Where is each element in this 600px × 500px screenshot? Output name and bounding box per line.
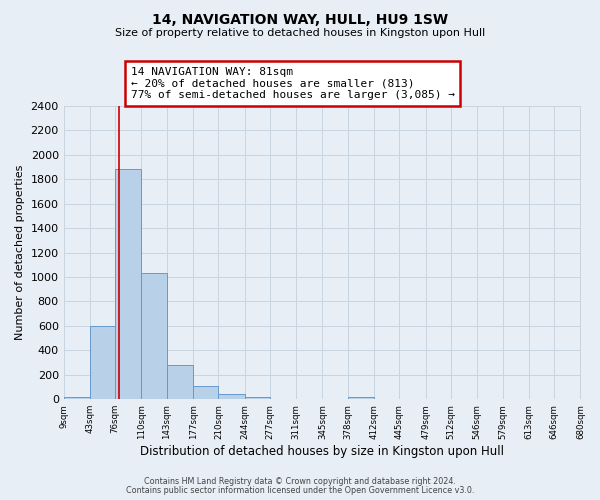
Text: Contains public sector information licensed under the Open Government Licence v3: Contains public sector information licen… [126, 486, 474, 495]
Text: Contains HM Land Registry data © Crown copyright and database right 2024.: Contains HM Land Registry data © Crown c… [144, 478, 456, 486]
Text: 14, NAVIGATION WAY, HULL, HU9 1SW: 14, NAVIGATION WAY, HULL, HU9 1SW [152, 12, 448, 26]
Text: Size of property relative to detached houses in Kingston upon Hull: Size of property relative to detached ho… [115, 28, 485, 38]
Bar [348, 397, 374, 399]
Bar [218, 394, 245, 399]
Bar [115, 170, 142, 399]
Bar [142, 274, 167, 399]
Bar [64, 397, 90, 399]
Bar [167, 365, 193, 399]
Text: 14 NAVIGATION WAY: 81sqm
← 20% of detached houses are smaller (813)
77% of semi-: 14 NAVIGATION WAY: 81sqm ← 20% of detach… [131, 67, 455, 100]
Y-axis label: Number of detached properties: Number of detached properties [15, 165, 25, 340]
Bar [245, 397, 270, 399]
Bar [90, 326, 115, 399]
X-axis label: Distribution of detached houses by size in Kingston upon Hull: Distribution of detached houses by size … [140, 444, 504, 458]
Bar [193, 386, 218, 399]
